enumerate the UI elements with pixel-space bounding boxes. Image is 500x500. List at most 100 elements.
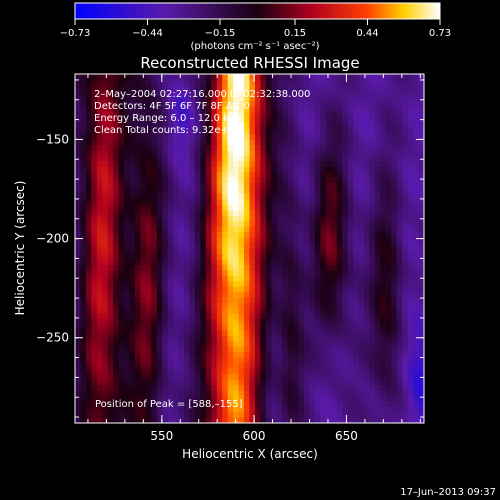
heatmap-cell	[298, 379, 305, 386]
heatmap-cell	[325, 292, 332, 299]
heatmap-cell	[314, 188, 321, 195]
heatmap-cell	[173, 95, 180, 102]
heatmap-cell	[156, 308, 163, 315]
heatmap-cell	[107, 406, 114, 413]
heatmap-cell	[364, 248, 371, 255]
heatmap-cell	[364, 417, 371, 423]
heatmap-cell	[402, 264, 409, 271]
heatmap-cell	[85, 248, 92, 255]
heatmap-cell	[91, 417, 98, 423]
heatmap-cell	[173, 253, 180, 260]
heatmap-cell	[173, 243, 180, 250]
heatmap-cell	[336, 74, 343, 81]
heatmap-cell	[194, 133, 202, 141]
heatmap-cell	[173, 352, 180, 359]
heatmap-cell	[129, 363, 136, 370]
heatmap-cell	[194, 275, 202, 282]
heatmap-cell	[102, 259, 109, 266]
heatmap-cell	[282, 346, 289, 353]
heatmap-cell	[358, 95, 365, 102]
heatmap-cell	[331, 286, 338, 293]
heatmap-cell	[287, 188, 294, 195]
heatmap-cell	[265, 123, 272, 130]
heatmap-cell	[151, 395, 158, 402]
heatmap-cell	[227, 395, 234, 402]
heatmap-cell	[194, 199, 202, 206]
annotation-line: 2–May–2004 02:27:16.000 to 02:32:38.000	[94, 89, 310, 100]
heatmap-cell	[244, 188, 251, 195]
heatmap-cell	[216, 406, 223, 413]
heatmap-cell	[271, 172, 278, 179]
heatmap-cell	[227, 95, 234, 102]
heatmap-cell	[244, 199, 251, 206]
heatmap-cell	[140, 117, 147, 124]
heatmap-cell	[304, 292, 311, 299]
heatmap-cell	[374, 368, 381, 375]
heatmap-cell	[113, 106, 120, 113]
heatmap-cell	[244, 139, 251, 146]
heatmap-cell	[140, 112, 147, 119]
heatmap-cell	[211, 264, 218, 271]
heatmap-cell	[369, 172, 376, 179]
heatmap-cell	[304, 352, 311, 359]
heatmap-cell	[358, 101, 365, 108]
heatmap-cell	[140, 319, 147, 326]
heatmap-cell	[342, 237, 349, 244]
heatmap-cell	[162, 215, 169, 222]
heatmap-cell	[244, 112, 251, 119]
heatmap-cell	[331, 373, 338, 380]
heatmap-cell	[385, 297, 392, 304]
heatmap-cell	[342, 232, 349, 239]
heatmap-cell	[244, 144, 251, 151]
heatmap-cell	[413, 128, 420, 135]
heatmap-cell	[260, 79, 267, 86]
heatmap-cell	[113, 243, 120, 250]
heatmap-cell	[298, 308, 305, 315]
heatmap-cell	[233, 210, 240, 217]
heatmap-cell	[260, 406, 267, 413]
heatmap-cell	[96, 313, 103, 320]
heatmap-cell	[402, 90, 409, 97]
heatmap-cell	[107, 210, 114, 217]
heatmap-cell	[145, 324, 152, 331]
heatmap-cell	[85, 117, 92, 124]
heatmap-cell	[271, 303, 278, 310]
heatmap-cell	[85, 368, 92, 375]
heatmap-cell	[342, 204, 349, 211]
heatmap-cell	[80, 144, 87, 151]
heatmap-cell	[107, 74, 114, 81]
heatmap-cell	[118, 275, 125, 282]
heatmap-cell	[314, 412, 321, 419]
heatmap-cell	[380, 133, 387, 141]
heatmap-cell	[211, 281, 218, 288]
heatmap-cell	[233, 95, 240, 102]
heatmap-cell	[118, 123, 125, 130]
heatmap-cell	[358, 373, 365, 380]
heatmap-cell	[184, 183, 191, 190]
heatmap-cell	[140, 155, 147, 162]
heatmap-cell	[364, 161, 371, 168]
heatmap-cell	[75, 248, 82, 255]
heatmap-cell	[167, 341, 174, 348]
heatmap-cell	[254, 253, 261, 260]
heatmap-cell	[282, 101, 289, 108]
heatmap-cell	[156, 166, 163, 173]
heatmap-cell	[222, 123, 229, 130]
heatmap-cell	[298, 210, 305, 217]
heatmap-cell	[391, 232, 398, 239]
heatmap-cell	[102, 308, 109, 315]
heatmap-cell	[358, 406, 365, 413]
heatmap-cell	[216, 166, 223, 173]
heatmap-cell	[189, 346, 196, 353]
heatmap-cell	[102, 133, 109, 141]
heatmap-cell	[402, 270, 409, 277]
heatmap-cell	[309, 395, 316, 402]
heatmap-cell	[211, 412, 218, 419]
heatmap-cell	[189, 341, 196, 348]
heatmap-cell	[391, 90, 398, 97]
heatmap-cell	[413, 264, 420, 271]
heatmap-cell	[233, 352, 240, 359]
heatmap-cell	[151, 390, 158, 397]
heatmap-cell	[102, 84, 109, 91]
heatmap-cell	[113, 313, 120, 320]
